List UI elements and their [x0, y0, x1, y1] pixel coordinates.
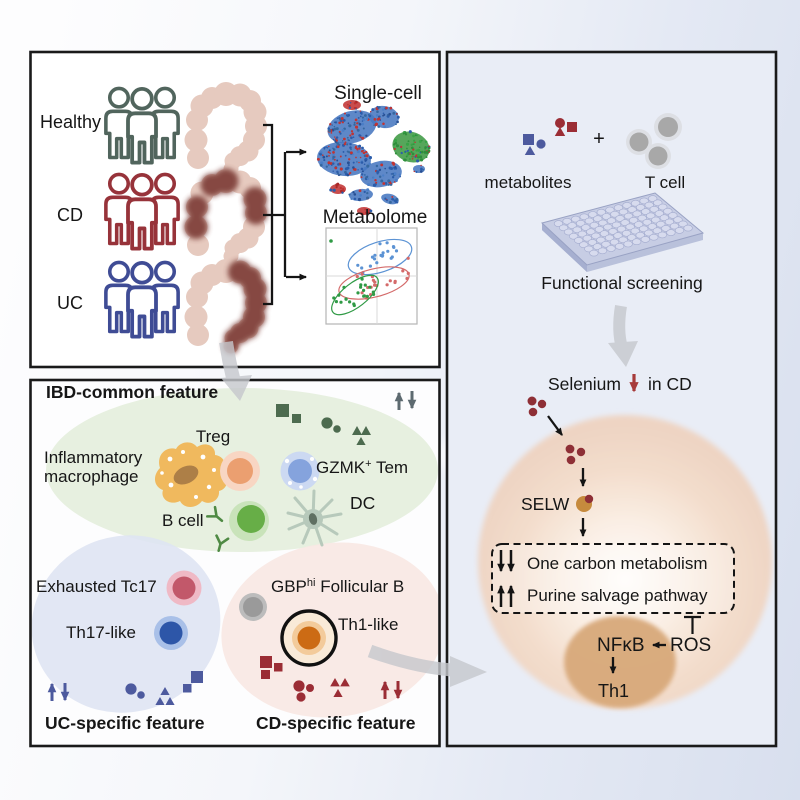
- t-cell-body: [478, 415, 772, 709]
- healthy-label: Healthy: [40, 112, 101, 132]
- plus-sign: +: [593, 128, 605, 150]
- flow-arrow-down: [219, 340, 252, 401]
- ros-label: ROS: [670, 635, 711, 656]
- functional-screening-label: Functional screening: [541, 273, 702, 293]
- macrophage-label-line2: macrophage: [44, 467, 139, 486]
- cd-label: CD: [57, 205, 83, 225]
- ros-inhibition-bar: [684, 615, 701, 634]
- selw-protein-icon: [576, 494, 594, 512]
- gzmk-tem-label: GZMK+ Tem: [316, 458, 408, 477]
- nucleus: [564, 616, 676, 708]
- th1-label: Th1: [598, 681, 629, 701]
- metabolites-label: metabolites: [485, 173, 572, 192]
- selenium-dots-outside: [527, 396, 547, 417]
- selenium-label: Selenium: [548, 374, 621, 394]
- metabolite-icons-red: [554, 118, 577, 136]
- pathway-box: [491, 543, 735, 614]
- flow-arrow-right: [367, 644, 487, 687]
- treg-label: Treg: [196, 427, 230, 446]
- exhausted-tc17-icon: [166, 570, 202, 606]
- single-cell-title: Single-cell: [334, 83, 422, 104]
- macrophage-label-line1: Inflammatory: [44, 448, 143, 467]
- pathway-down-arrows: [497, 550, 515, 573]
- macrophage-icon: [154, 442, 228, 507]
- selenium-dots-inside: [565, 444, 586, 465]
- th1-like-label: Th1-like: [338, 615, 398, 634]
- cd-metabolite-symbols: [260, 656, 350, 702]
- well-plate-icon: [540, 192, 705, 272]
- gzmk-tem-icon: [280, 451, 320, 491]
- th1-like-icon: [280, 609, 338, 667]
- purine-salvage-label: Purine salvage pathway: [527, 586, 708, 605]
- pathway-up-arrows: [497, 584, 515, 607]
- dc-icon: [286, 489, 343, 547]
- dc-label: DC: [350, 493, 375, 513]
- green-metabolite-symbols: [276, 404, 371, 445]
- tcell-icons: [626, 113, 682, 169]
- gbp-follicular-label: GBPhi Follicular B: [271, 577, 404, 596]
- pca-plot: [325, 227, 418, 325]
- uc-label: UC: [57, 293, 83, 313]
- cd-specific-label: CD-specific feature: [256, 713, 416, 733]
- selw-label: SELW: [521, 494, 570, 514]
- gbp-follicular-icon: [239, 593, 267, 621]
- metabolite-icons-blue: [523, 134, 546, 155]
- cohort-bracket: [263, 123, 308, 306]
- ibd-updown-arrows: [394, 391, 417, 410]
- flow-arrow-screening: [608, 305, 638, 367]
- th17-icon: [154, 616, 188, 650]
- bcell-label: B cell: [162, 511, 204, 530]
- colon-row-2: [184, 259, 268, 354]
- nfkb-label: NFκB: [597, 635, 645, 656]
- in-cd-label: in CD: [648, 374, 692, 394]
- colon-icons: [184, 82, 268, 354]
- treg-icon: [220, 451, 260, 491]
- tcell-label: T cell: [645, 173, 685, 192]
- exhausted-tc17-label: Exhausted Tc17: [36, 577, 157, 596]
- th17-label: Th17-like: [66, 623, 136, 642]
- ibd-common-title: IBD-common feature: [46, 382, 218, 402]
- uc-metabolite-symbols: [125, 671, 203, 705]
- uc-specific-label: UC-specific feature: [45, 713, 205, 733]
- bcell-icon: [206, 501, 269, 552]
- cd-updown-arrows: [380, 680, 403, 700]
- metabolome-title: Metabolome: [323, 207, 428, 228]
- selenium-entry-arrow: [547, 415, 563, 436]
- uc-updown-arrows: [47, 682, 70, 702]
- tsne-plot: [316, 100, 437, 216]
- one-carbon-label: One carbon metabolism: [527, 554, 707, 573]
- colon-row-1: [184, 168, 268, 264]
